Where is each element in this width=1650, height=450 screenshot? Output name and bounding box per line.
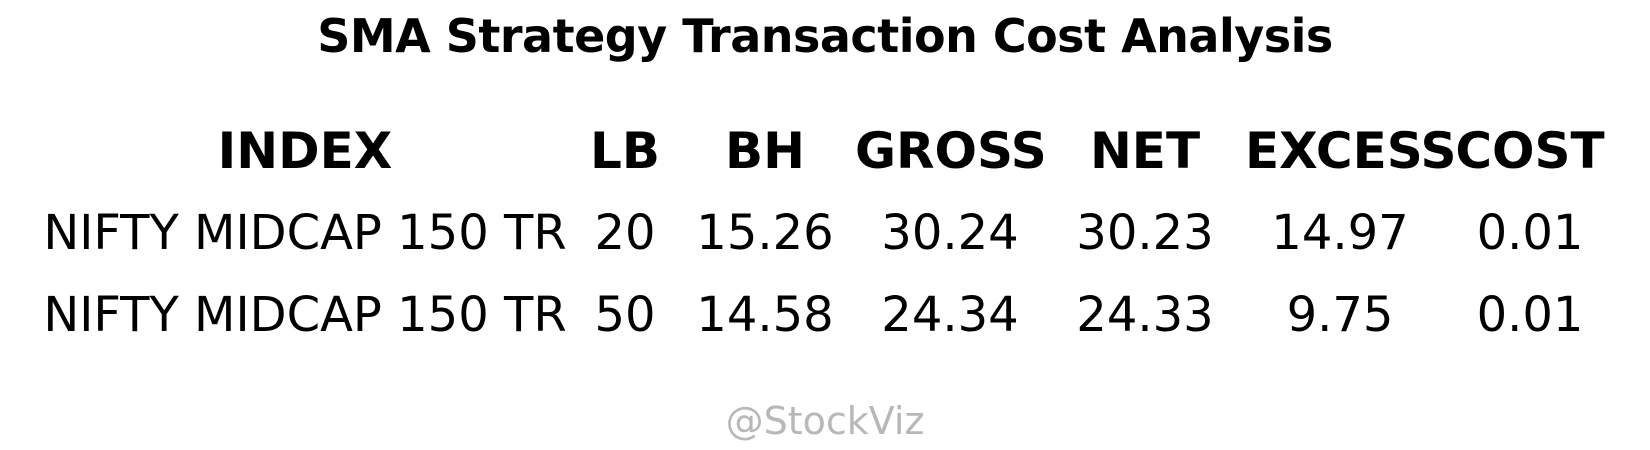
table-cell-index: NIFTY MIDCAP 150 TR [43, 287, 567, 343]
table-cell-bh: 14.58 [696, 287, 834, 343]
table-header-row: INDEX LB BH GROSS NET EXCESS COST [0, 110, 1650, 192]
watermark: @StockViz [725, 399, 925, 443]
data-table: INDEX LB BH GROSS NET EXCESS COST NIFTY … [0, 110, 1650, 356]
table-cell-excess: 9.75 [1286, 287, 1394, 343]
table-cell-bh: 15.26 [696, 205, 834, 261]
column-header-bh: BH [725, 122, 805, 180]
table-cell-cost: 0.01 [1476, 287, 1584, 343]
column-header-lb: LB [590, 122, 660, 180]
table-cell-index: NIFTY MIDCAP 150 TR [43, 205, 567, 261]
column-header-excess: EXCESS [1245, 122, 1457, 180]
table-cell-gross: 24.34 [881, 287, 1019, 343]
table-cell-gross: 30.24 [881, 205, 1019, 261]
column-header-cost: COST [1455, 122, 1605, 180]
table-cell-excess: 14.97 [1271, 205, 1409, 261]
column-header-net: NET [1089, 122, 1201, 180]
chart-title: SMA Strategy Transaction Cost Analysis [317, 9, 1333, 63]
table-cell-cost: 0.01 [1476, 205, 1584, 261]
column-header-gross: GROSS [855, 122, 1047, 180]
table-cell-lb: 50 [594, 287, 656, 343]
table-row: NIFTY MIDCAP 150 TR 20 15.26 30.24 30.23… [0, 192, 1650, 274]
table-row: NIFTY MIDCAP 150 TR 50 14.58 24.34 24.33… [0, 274, 1650, 356]
table-cell-lb: 20 [594, 205, 656, 261]
table-cell-net: 30.23 [1076, 205, 1214, 261]
column-header-index: INDEX [217, 122, 393, 180]
table-cell-net: 24.33 [1076, 287, 1214, 343]
